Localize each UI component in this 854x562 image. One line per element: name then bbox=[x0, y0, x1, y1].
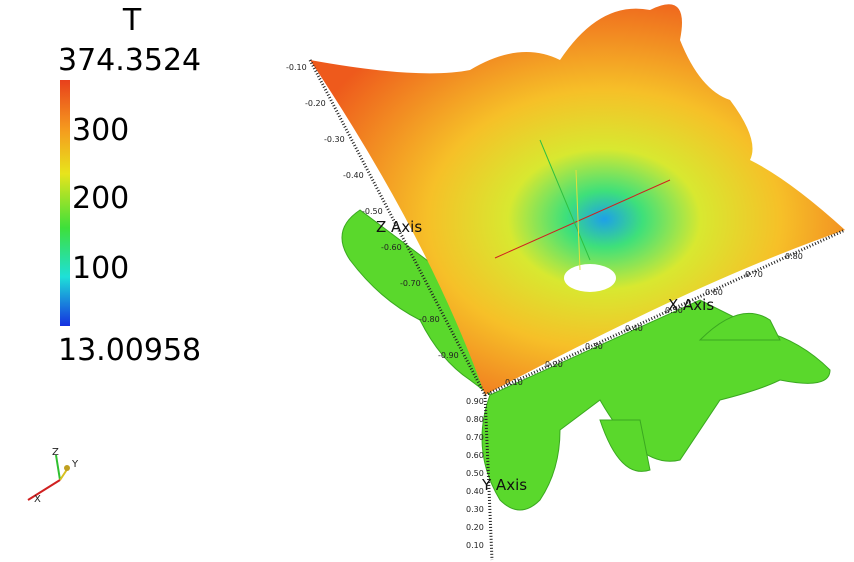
axis-tick-label: -0.80 bbox=[419, 315, 440, 324]
axis-tick-label: 0.40 bbox=[466, 487, 484, 496]
axis-tick-label: -0.60 bbox=[381, 243, 402, 252]
render-view: T 374.3524 300 200 100 13.00958 Z Axis X… bbox=[0, 0, 854, 562]
orient-y: Y bbox=[71, 459, 79, 470]
z-axis-label: Z Axis bbox=[376, 218, 422, 236]
axis-tick-label: 0.20 bbox=[545, 360, 563, 369]
orient-z: Z bbox=[52, 447, 59, 458]
axis-tick-label: 0.20 bbox=[466, 523, 484, 532]
axis-tick-label: -0.90 bbox=[438, 351, 459, 360]
axis-tick-label: 0.10 bbox=[505, 378, 523, 387]
orient-x: X bbox=[34, 494, 41, 505]
axis-tick-label: 0.50 bbox=[466, 469, 484, 478]
legend-tick: 200 bbox=[72, 181, 129, 216]
axis-tick-label: -0.40 bbox=[343, 171, 364, 180]
legend-min: 13.00958 bbox=[58, 333, 201, 368]
axis-tick-label: 0.10 bbox=[466, 541, 484, 550]
axis-tick-label: 0.80 bbox=[785, 252, 803, 261]
axis-tick-label: 0.90 bbox=[466, 397, 484, 406]
axis-tick-label: -0.20 bbox=[305, 99, 326, 108]
axis-tick-label: 0.40 bbox=[625, 324, 643, 333]
orientation-axes: Z Y X bbox=[28, 447, 79, 505]
legend-max: 374.3524 bbox=[58, 43, 201, 78]
axis-tick-label: -0.70 bbox=[400, 279, 421, 288]
y-axis-label: Y Axis bbox=[481, 476, 527, 494]
axis-tick-label: 0.60 bbox=[705, 288, 723, 297]
hole bbox=[564, 264, 616, 292]
axis-tick-label: 0.30 bbox=[466, 505, 484, 514]
legend-title: T bbox=[122, 3, 142, 38]
legend-tick: 100 bbox=[72, 251, 129, 286]
axis-tick-label: 0.70 bbox=[466, 433, 484, 442]
legend-tick: 300 bbox=[72, 113, 129, 148]
axis-tick-label: -0.30 bbox=[324, 135, 345, 144]
axis-tick-label: 0.30 bbox=[585, 342, 603, 351]
axis-tick-label: 0.50 bbox=[665, 306, 683, 315]
axis-tick-label: 0.70 bbox=[745, 270, 763, 279]
axis-tick-label: 0.60 bbox=[466, 451, 484, 460]
axis-tick-label: -0.10 bbox=[286, 63, 307, 72]
axis-tick-label: -0.50 bbox=[362, 207, 383, 216]
axis-tick-label: 0.80 bbox=[466, 415, 484, 424]
color-bar bbox=[60, 80, 70, 326]
